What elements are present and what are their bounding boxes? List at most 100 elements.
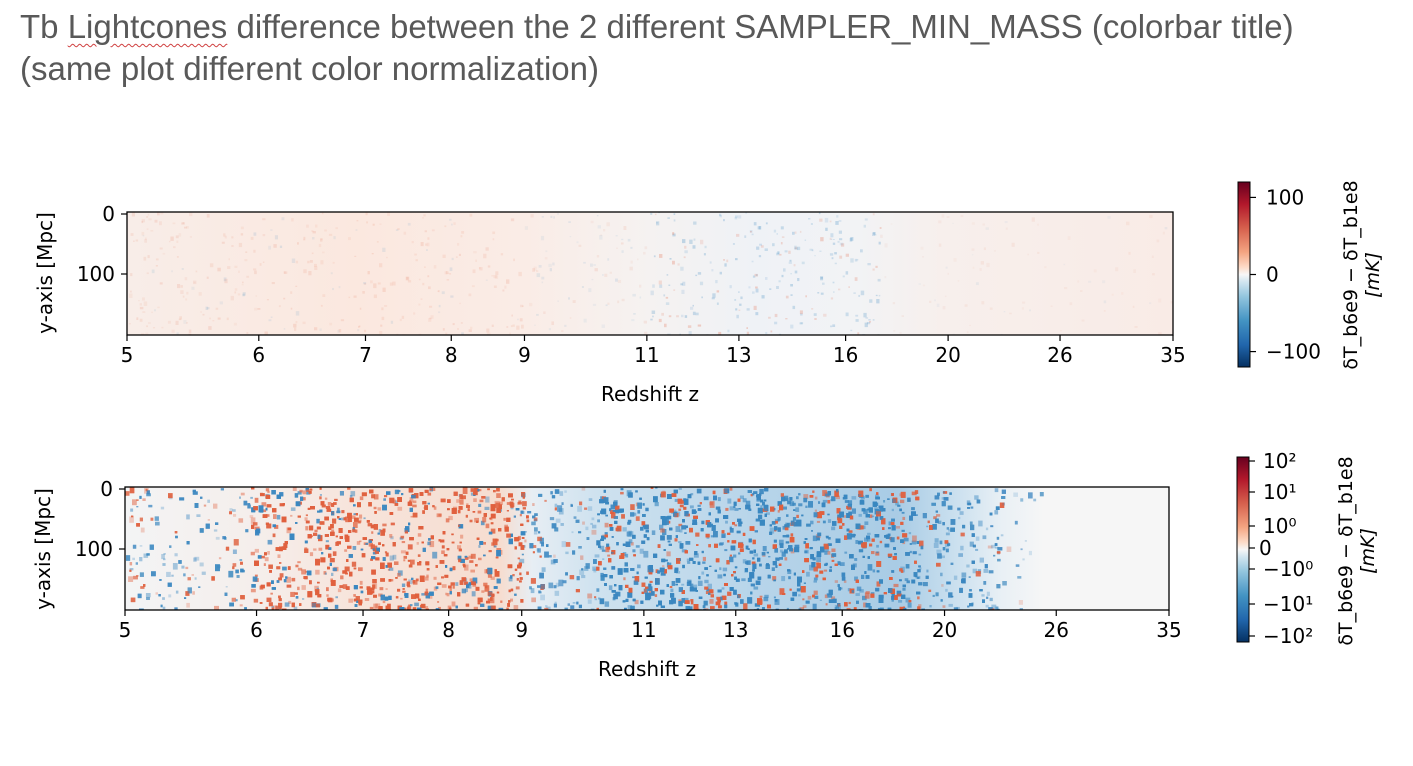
top-heatmap-cell [569,236,572,238]
bottom-heatmap-cell [560,523,564,526]
top-heatmap-cell [785,295,789,299]
bottom-heatmap-cell [129,487,135,494]
bottom-heatmap-cell [585,563,590,569]
bottom-heatmap-cell [567,603,570,606]
bottom-heatmap-cell [537,606,542,610]
top-heatmap-cell [179,316,182,320]
bottom-heatmap-cell [228,570,234,578]
top-heatmap-cell [650,318,653,321]
top-heatmap-cell [262,261,265,263]
top-heatmap-cell [253,232,257,236]
top-heatmap-cell [739,303,742,306]
bottom-heatmap-cell [571,531,574,534]
top-heatmap-cell [606,222,610,227]
bottom-heatmap-cell [856,586,862,591]
top-heatmap-cell [794,231,797,234]
bottom-heatmap-cell [990,525,994,528]
bottom-heatmap-cell [635,545,640,548]
bottom-heatmap-cell [354,529,358,533]
bottom-heatmap-cell [169,495,173,500]
top-heatmap-cell [709,261,712,264]
bottom-heatmap-cell [745,561,749,565]
bottom-heatmap-cell [139,572,144,577]
top-heatmap-cell [295,285,298,287]
top-heatmap-cell [293,323,297,328]
top-heatmap-cell [557,300,559,302]
top-heatmap-cell [486,328,490,333]
top-heatmap-cell [680,266,684,271]
bottom-heatmap-cell [561,541,567,548]
top-heatmap-cell [167,320,171,324]
bottom-heatmap-cell [478,503,482,507]
bottom-heatmap-cell [162,606,166,610]
bottom-heatmap-cell [970,506,974,509]
bottom-heatmap-cell [934,495,940,500]
bottom-heatmap-cell [390,536,394,540]
bottom-heatmap-cell [457,545,462,550]
top-heatmap-cell [811,308,814,310]
bottom-heatmap-cell [899,568,903,572]
top-heatmap-cell [746,327,748,329]
top-heatmap-cell [778,280,781,283]
top-heatmap-cell [146,272,149,275]
bottom-heatmap-cell [383,498,386,501]
top-heatmap-cell [328,233,333,236]
bottom-heatmap-cell [554,507,557,511]
slide-title: Tb Lightcones difference between the 2 d… [20,6,1410,90]
top-heatmap-cell [384,305,388,307]
top-heatmap-cell [985,227,989,230]
bottom-heatmap-cell [575,519,580,523]
bottom-heatmap-cell [495,502,501,508]
top-heatmap-cell [259,263,262,266]
bottom-heatmap-cell [186,541,190,545]
bottom-heatmap-cell [334,604,339,609]
bottom-heatmap-cell [716,596,721,600]
bottom-heatmap-cell [276,566,281,570]
bottom-heatmap-cell [496,578,501,584]
bottom-heatmap-cell [452,585,455,589]
bottom-heatmap-cell [539,591,542,594]
top-heatmap-cell [960,214,964,218]
bottom-heatmap-cell [831,559,835,562]
bottom-heatmap-cell [479,499,484,503]
top-heatmap-cell [753,305,757,310]
bottom-heatmap-cell [990,525,994,528]
top-heatmap-cell [654,213,657,216]
bottom-heatmap-cell [397,570,403,576]
bottom-heatmap-cell [240,561,243,565]
bottom-heatmap-cell [544,499,547,502]
top-heatmap-cell [424,230,427,233]
bottom-heatmap-cell [871,551,875,555]
top-heatmap-cell [224,278,228,284]
bottom-heatmap-cell [741,578,746,582]
bottom-heatmap-cell [408,579,413,585]
bottom-heatmap-cell [304,517,308,521]
top-heatmap-cell [794,246,798,250]
bottom-heatmap-cell [922,513,927,519]
bottom-heatmap-cell [729,506,735,511]
bottom-heatmap-cell [382,557,386,561]
bottom-heatmap-cell [651,530,656,535]
top-heatmap-cell [650,212,653,215]
top-heatmap-cell [274,235,278,240]
top-heatmap-cell [755,312,759,316]
bottom-heatmap-cell [401,583,406,587]
bottom-heatmap-cell [466,503,469,506]
bottom-heatmap-cell [260,555,265,559]
bottom-heatmap-cell [609,508,612,512]
bottom-heatmap-cell [327,597,331,602]
top-heatmap-cell [779,253,782,256]
bottom-heatmap-cell [813,512,818,518]
bottom-heatmap-cell [481,496,486,499]
top-heatmap-cell [427,237,430,240]
bottom-heatmap-cell [774,518,780,522]
bottom-heatmap-cell [917,596,920,600]
bottom-heatmap-cell [660,528,665,533]
bottom-heatmap-cell [410,604,413,607]
bottom-heatmap-cell [796,496,799,500]
bottom-heatmap-cell [705,591,710,594]
top-heatmap-cell [820,276,824,281]
bottom-heatmap-cell [943,491,948,494]
bottom-heatmap-cell [483,582,488,587]
bottom-heatmap-cell [500,600,503,603]
